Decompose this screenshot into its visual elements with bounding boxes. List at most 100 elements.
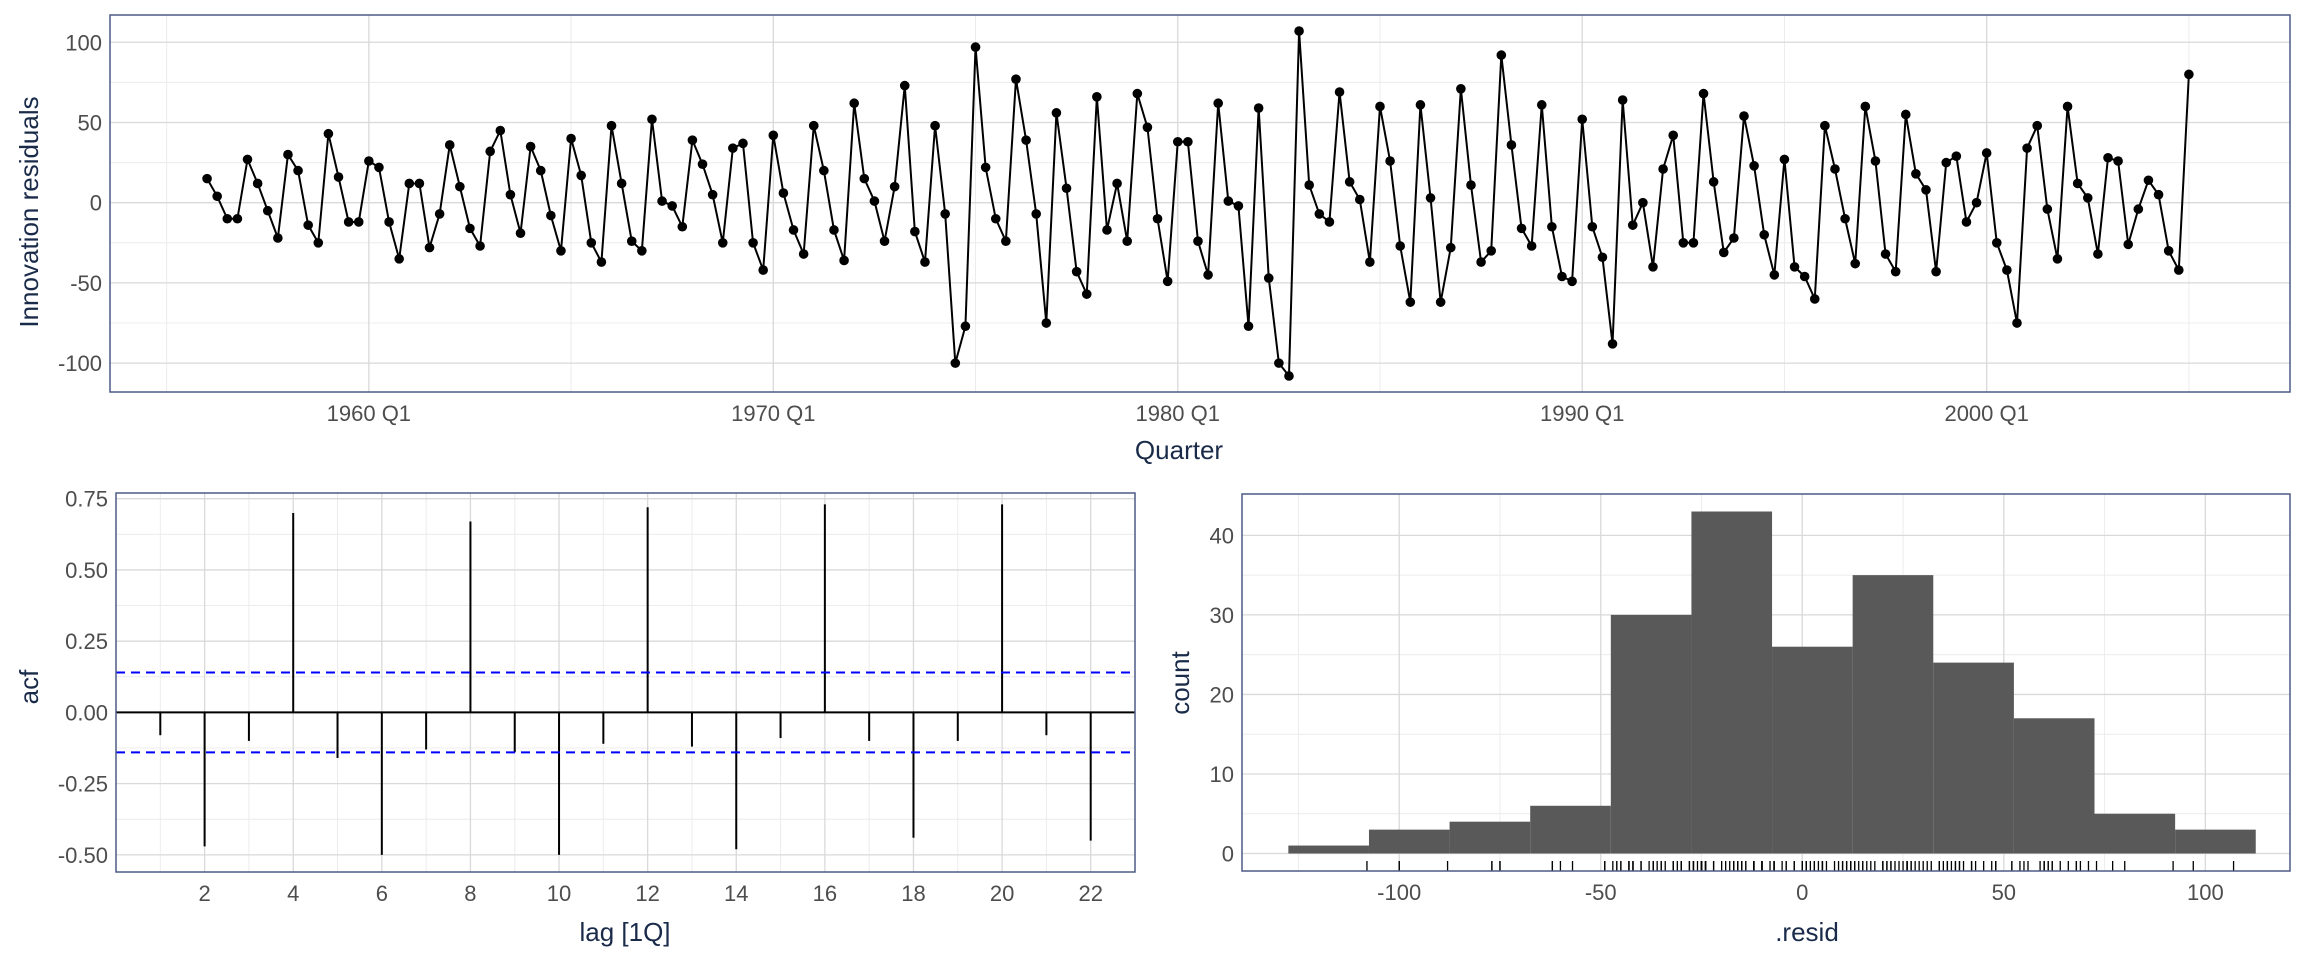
- histogram-y-tick-labels: 40 30 20 10 0: [1210, 523, 1234, 866]
- residual-point: [2163, 246, 2174, 256]
- residual-point: [2123, 239, 2134, 250]
- residual-point: [930, 120, 940, 131]
- residual-point: [758, 265, 768, 275]
- residual-point: [1890, 266, 1901, 277]
- residual-point: [1516, 223, 1527, 234]
- residual-point: [424, 242, 435, 253]
- residual-point: [869, 196, 880, 206]
- histogram-y-tick-label: 20: [1210, 682, 1234, 707]
- residual-point: [414, 178, 425, 189]
- residual-point: [1284, 371, 1294, 381]
- residual-point: [2113, 156, 2123, 166]
- residual-point: [1587, 221, 1598, 232]
- residual-point: [1900, 109, 1911, 120]
- residual-point: [1304, 180, 1314, 190]
- residual-point: [1567, 276, 1577, 287]
- residual-point: [1991, 238, 2002, 248]
- residual-point: [950, 358, 961, 368]
- residual-point: [1941, 157, 1952, 168]
- acf-y-tick-label: 0.75: [65, 487, 108, 512]
- residual-point: [1203, 270, 1213, 280]
- histogram-rug: [1366, 861, 2235, 871]
- histogram-bar: [2175, 829, 2256, 854]
- acf-y-tick-labels: 0.75 0.50 0.25 0.00 -0.25 -0.50: [58, 487, 108, 868]
- residual-point: [728, 143, 738, 153]
- residual-point: [1820, 120, 1830, 131]
- residual-point: [515, 228, 526, 238]
- acf-x-tick-label: 8: [464, 881, 476, 906]
- residual-point: [2072, 178, 2083, 189]
- acf-x-tick-label: 6: [376, 881, 388, 906]
- histogram-x-tick-labels: -100 -50 0 50 100: [1377, 880, 2224, 905]
- residual-point: [637, 246, 647, 256]
- residual-point: [1981, 148, 1992, 158]
- residual-point: [1051, 108, 1062, 118]
- residual-point: [1658, 164, 1668, 174]
- residual-point: [1638, 197, 1648, 208]
- residual-point: [647, 114, 657, 125]
- residual-point: [1799, 271, 1810, 282]
- residual-point: [1223, 196, 1234, 206]
- residual-point: [1445, 242, 1456, 253]
- residual-point: [1860, 101, 1871, 112]
- histogram-bar: [1852, 575, 1934, 854]
- acf-y-axis-title: acf: [14, 669, 44, 704]
- residual-point: [1678, 238, 1689, 248]
- residual-point: [1547, 221, 1557, 232]
- residual-point: [778, 188, 789, 198]
- residual-point: [374, 162, 384, 173]
- acf-y-tick-label: 0.50: [65, 558, 108, 583]
- residual-point: [687, 135, 698, 145]
- residual-point: [1314, 209, 1325, 219]
- residual-point: [353, 217, 364, 227]
- residual-point: [1456, 84, 1466, 94]
- residual-point: [222, 213, 233, 224]
- residual-point: [1061, 183, 1072, 194]
- residual-point: [2042, 204, 2053, 214]
- residual-point: [1193, 236, 1203, 246]
- residual-point: [1971, 197, 1982, 208]
- residual-point: [1840, 213, 1850, 224]
- residual-point: [1759, 229, 1770, 240]
- residual-point: [1294, 26, 1304, 36]
- residual-point: [1607, 339, 1618, 349]
- residual-point: [1830, 164, 1840, 174]
- residual-point: [444, 140, 455, 150]
- histogram-x-tick-label: -50: [1585, 880, 1617, 905]
- residual-point: [1557, 271, 1567, 282]
- residual-point: [576, 170, 586, 181]
- residual-point: [1415, 100, 1426, 110]
- residual-point: [2153, 189, 2164, 200]
- residual-point: [404, 178, 415, 189]
- residual-point: [1152, 213, 1163, 224]
- residual-point: [798, 249, 809, 259]
- residuals-y-tick-label: -50: [70, 271, 102, 296]
- residual-point: [1718, 247, 1729, 258]
- residual-point: [1577, 114, 1588, 125]
- residual-point: [1880, 249, 1891, 259]
- residual-point: [717, 238, 728, 248]
- acf-panel-border: [115, 492, 1136, 873]
- residual-point: [273, 233, 283, 243]
- residual-point: [1850, 258, 1861, 269]
- residual-point: [1274, 358, 1284, 368]
- residual-point: [343, 217, 354, 227]
- residual-point: [697, 159, 708, 169]
- residual-point: [252, 178, 263, 189]
- residual-point: [960, 321, 971, 332]
- residual-point: [2062, 101, 2073, 112]
- residual-point: [1041, 318, 1052, 328]
- residuals-x-tick-label: 2000 Q1: [1944, 401, 2028, 426]
- residual-point: [920, 257, 930, 267]
- residual-point: [849, 98, 859, 109]
- histogram-y-axis-title: count: [1165, 650, 1195, 714]
- residuals-y-tick-label: 50: [78, 110, 102, 135]
- residual-point: [707, 189, 718, 200]
- residual-point: [808, 120, 819, 131]
- histogram-y-tick-label: 30: [1210, 603, 1234, 628]
- residual-point: [910, 226, 920, 237]
- residuals-x-tick-label: 1990 Q1: [1540, 401, 1624, 426]
- residual-point: [1385, 156, 1395, 166]
- residual-point: [748, 238, 758, 248]
